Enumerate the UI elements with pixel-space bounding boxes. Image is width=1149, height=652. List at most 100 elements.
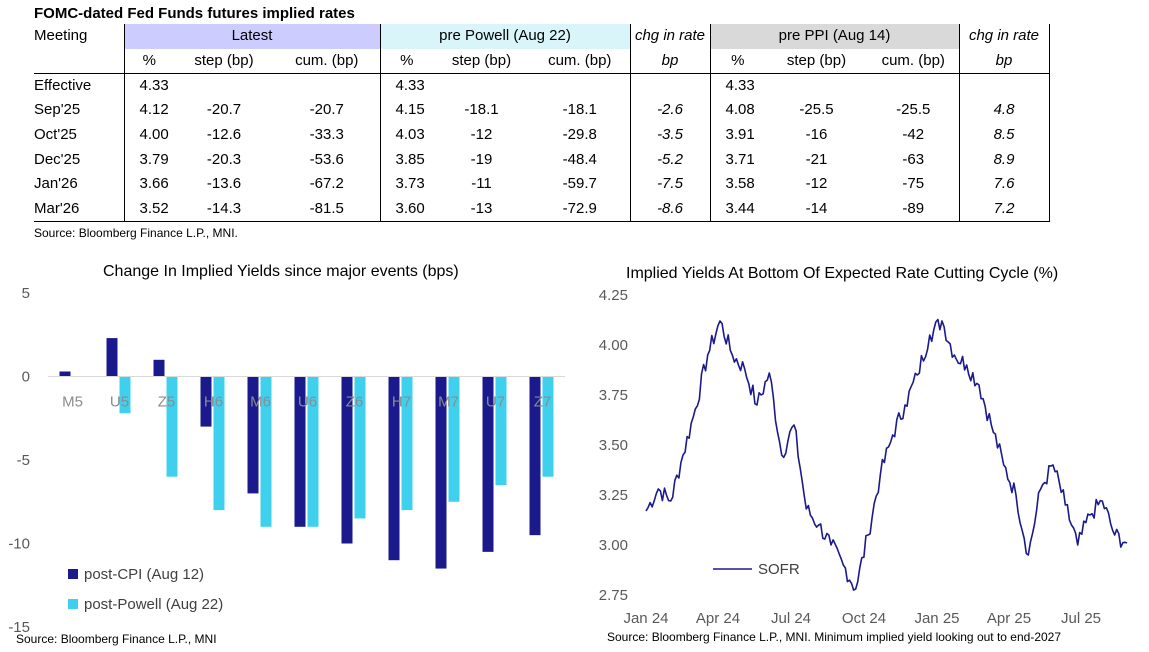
legend-label-sofr: SOFR: [758, 561, 800, 578]
meeting-cell: Oct'25: [34, 126, 77, 144]
y-tick-label: -15: [8, 619, 30, 636]
x-tick-label: Apr 25: [987, 610, 1031, 627]
x-tick-label: Jan 25: [914, 610, 959, 627]
chg2-cell: [958, 73, 1050, 99]
category-label: U6: [298, 394, 317, 411]
pre-powell-group-header: pre Powell (Aug 22): [379, 24, 630, 49]
ppi-pct-cell: 3.44: [709, 196, 765, 223]
powell-pct-cell: 3.73: [379, 171, 433, 197]
table-sub-header-row: % step (bp) cum. (bp) % step (bp) cum. (…: [34, 48, 1050, 74]
latest-cum-cell: -53.6: [309, 150, 344, 168]
latest-step-cell: -20.3: [206, 150, 242, 168]
x-tick-label: Jul 24: [771, 610, 811, 627]
latest-cum-header: cum. (bp): [274, 48, 380, 74]
powell-pct-header: %: [379, 48, 433, 74]
line-chart-title: Implied Yields At Bottom Of Expected Rat…: [626, 265, 1059, 282]
chg2-cell: 8.9: [958, 147, 1050, 172]
chg2-cell: 8.5: [958, 122, 1050, 148]
ppi-cum-cell: -89: [868, 196, 959, 223]
chg-in-rate-header-1: chg in rate: [629, 24, 710, 49]
category-label: Z5: [158, 394, 176, 411]
table-row: Jan'26 3.66 -13.6 -67.2 3.73 -11 -59.7 -7.5 3.58…: [34, 171, 1050, 197]
ppi-pct-cell: 3.91: [709, 122, 765, 148]
y-tick-label: 5: [22, 285, 30, 302]
legend-swatch: [68, 569, 78, 579]
ppi-step-cell: -25.5: [799, 101, 834, 119]
ppi-cum-cell: -63: [902, 150, 925, 168]
chg1-cell: -3.5: [629, 122, 710, 148]
powell-step-header: step (bp): [433, 48, 530, 74]
category-label: U5: [110, 394, 129, 411]
powell-pct-cell: 4.33: [379, 73, 433, 99]
chg1-cell: -8.6: [629, 196, 710, 223]
table-row: Mar'26 3.52 -14.3 -81.5 3.60 -13 -72.9 -8.6 3.44…: [34, 196, 1050, 223]
powell-pct-cell: 4.15: [379, 98, 433, 123]
bar-post-powell: [448, 376, 460, 502]
latest-pct-cell: 3.79: [123, 147, 174, 172]
bar-post-cpi: [341, 376, 353, 544]
table-row: Effective 4.33 4.33 4.33: [34, 73, 1050, 99]
sofr-line: [645, 318, 1128, 591]
latest-pct-header: %: [123, 48, 174, 74]
meeting-cell: Dec'25: [34, 150, 81, 168]
ppi-cum-cell: -42: [902, 126, 925, 144]
bar-post-cpi: [435, 376, 447, 569]
legend-swatch: [68, 599, 78, 609]
ppi-pct-cell: 3.71: [709, 147, 765, 172]
latest-pct-cell: 4.33: [123, 73, 174, 99]
table-row: Dec'25 3.79 -20.3 -53.6 3.85 -19 -48.4 -5.2 3.71…: [34, 147, 1050, 172]
powell-pct-cell: 3.85: [379, 147, 433, 172]
x-tick-label: Jul 25: [1061, 610, 1101, 627]
category-label: M7: [438, 394, 459, 411]
bar-chart-title: Change In Implied Yields since major eve…: [103, 263, 459, 280]
ppi-step-header: step (bp): [765, 48, 868, 74]
powell-cum-cell: -72.9: [530, 196, 630, 223]
pre-ppi-group-header: pre PPI (Aug 14): [709, 24, 959, 49]
powell-cum-header: cum. (bp): [530, 48, 630, 74]
bar-post-powell: [401, 376, 413, 511]
chg2-unit-header: bp: [958, 48, 1050, 74]
x-tick-label: Apr 24: [696, 610, 740, 627]
y-tick-label: 2.75: [599, 587, 628, 604]
bar-post-powell: [354, 376, 366, 519]
category-label: Z7: [534, 394, 552, 411]
category-label: U7: [486, 394, 505, 411]
chg1-unit-header: bp: [629, 48, 710, 74]
chg-in-rate-header-2: chg in rate: [958, 24, 1050, 49]
y-tick-label: 0: [22, 369, 30, 386]
latest-cum-cell: -67.2: [309, 175, 344, 193]
x-tick-label: Oct 24: [842, 610, 886, 627]
ppi-pct-header: %: [709, 48, 765, 74]
fomc-rates-table: Meeting Latest pre Powell (Aug 22) chg i…: [34, 24, 1050, 223]
latest-step-cell: -14.3: [174, 196, 274, 223]
ppi-step-cell: -16: [805, 126, 828, 144]
meeting-cell: Effective: [34, 76, 92, 94]
y-tick-label: 4.25: [599, 287, 628, 304]
legend-label: post-Powell (Aug 22): [84, 596, 223, 613]
latest-step-cell: -13.6: [206, 175, 242, 193]
powell-cum-cell: -18.1: [562, 101, 597, 119]
ppi-step-cell: -21: [805, 150, 828, 168]
meeting-cell: Jan'26: [34, 175, 78, 193]
category-label: M6: [250, 394, 271, 411]
meeting-cell: Mar'26: [34, 196, 124, 223]
powell-cum-cell: -48.4: [562, 150, 597, 168]
latest-pct-cell: 4.12: [123, 98, 174, 123]
latest-cum-cell: -33.3: [309, 126, 344, 144]
latest-pct-cell: 3.66: [123, 171, 174, 197]
ppi-step-cell: -14: [765, 196, 868, 223]
latest-pct-cell: 4.00: [123, 122, 174, 148]
line-chart: 4.25 4.00 3.75 3.50 3.25 3.00 2.75 Jan 24 Apr 24…: [599, 287, 1128, 627]
ppi-pct-cell: 3.58: [709, 171, 765, 197]
latest-group-header: Latest: [123, 24, 380, 49]
bar-post-cpi: [529, 376, 541, 536]
latest-step-cell: -12.6: [206, 126, 242, 144]
y-tick-label: 3.00: [599, 537, 628, 554]
category-label: Z6: [346, 394, 364, 411]
chg1-cell: -2.6: [629, 98, 710, 123]
y-tick-label: -5: [17, 452, 30, 469]
meeting-header: Meeting: [34, 27, 88, 45]
category-label: H7: [392, 394, 411, 411]
table-source-note: Source: Bloomberg Finance L.P., MNI.: [34, 226, 238, 240]
powell-pct-cell: 3.60: [379, 196, 433, 223]
